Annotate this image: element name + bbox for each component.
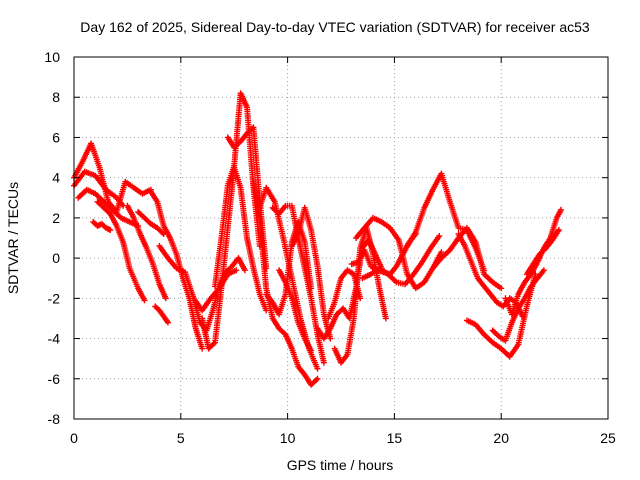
x-tick-label: 10 xyxy=(280,430,296,446)
y-tick-label: 6 xyxy=(52,129,60,145)
plus-marker-trail xyxy=(276,267,315,354)
series-track-1 xyxy=(71,140,154,215)
plus-marker-trail xyxy=(523,227,562,278)
plus-marker-trail xyxy=(71,140,154,215)
plus-marker-trail xyxy=(152,303,171,326)
series-track-31 xyxy=(489,267,547,344)
plus-marker-trail xyxy=(359,233,443,288)
plus-marker-trail xyxy=(269,202,327,366)
plus-marker-trail xyxy=(199,164,270,352)
series-track-9 xyxy=(152,303,171,326)
y-tick-label: 2 xyxy=(52,210,60,226)
plus-marker-trail xyxy=(464,271,539,360)
plus-marker-trail xyxy=(75,186,142,229)
y-tick-label: 4 xyxy=(52,170,60,186)
y-axis-ticks: -8 -6 -4 -2 0 2 4 6 8 10 xyxy=(44,49,608,427)
series-track-20 xyxy=(288,204,334,342)
plus-marker-trail xyxy=(124,202,169,302)
y-tick-label: 0 xyxy=(52,250,60,266)
series-track-33 xyxy=(523,227,562,278)
series-track-12 xyxy=(199,164,270,352)
data-points xyxy=(71,90,564,388)
y-tick-label: -6 xyxy=(48,371,61,387)
y-tick-label: 8 xyxy=(52,89,60,105)
y-tick-label: 10 xyxy=(44,49,60,65)
y-tick-label: -8 xyxy=(48,411,61,427)
series-track-3 xyxy=(75,186,142,229)
series-track-19 xyxy=(276,267,315,354)
x-tick-label: 15 xyxy=(387,430,403,446)
series-track-6 xyxy=(124,202,169,302)
y-tick-label: -4 xyxy=(48,331,61,347)
series-track-4 xyxy=(90,218,114,233)
y-axis-title: SDTVAR / TECUs xyxy=(5,182,21,294)
series-track-23 xyxy=(331,224,389,366)
x-axis-ticks: 0 5 10 15 20 25 xyxy=(70,57,616,446)
plot-frame xyxy=(73,56,609,420)
x-axis-title: GPS time / hours xyxy=(287,457,394,473)
series-track-25 xyxy=(359,233,443,288)
series-track-18 xyxy=(269,202,327,366)
plus-marker-trail xyxy=(135,208,167,237)
plus-marker-trail xyxy=(288,204,334,342)
x-tick-label: 0 xyxy=(70,430,78,446)
plus-marker-trail xyxy=(90,218,114,233)
series-track-30 xyxy=(464,271,539,360)
plus-marker-trail xyxy=(147,188,206,352)
x-tick-label: 25 xyxy=(600,430,616,446)
plus-marker-trail xyxy=(489,267,547,344)
series-track-7 xyxy=(135,208,167,237)
plus-marker-trail xyxy=(331,224,389,366)
series-track-8 xyxy=(147,188,206,352)
y-tick-label: -2 xyxy=(48,290,61,306)
x-tick-label: 5 xyxy=(177,430,185,446)
x-tick-label: 20 xyxy=(493,430,509,446)
plus-marker-trail xyxy=(94,198,148,304)
series-track-5 xyxy=(94,198,148,304)
chart-title: Day 162 of 2025, Sidereal Day-to-day VTE… xyxy=(80,19,590,35)
